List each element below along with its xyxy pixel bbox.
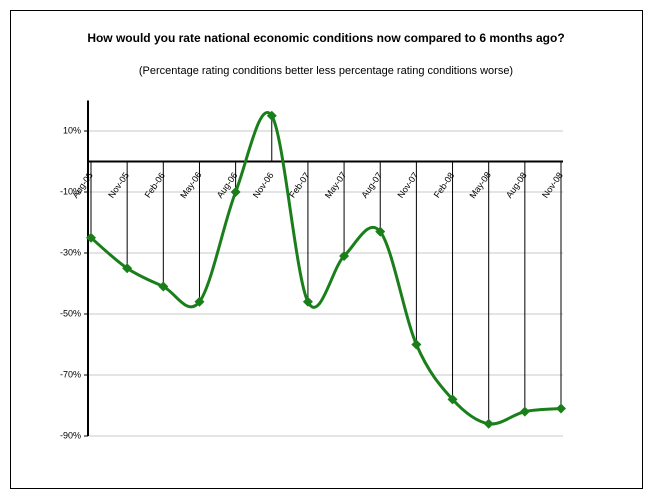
chart-subtitle: (Percentage rating conditions better les… [138, 65, 514, 77]
marker [411, 339, 422, 350]
y-tick-label: -70% [60, 369, 81, 379]
marker [447, 394, 458, 405]
frame [10, 10, 643, 489]
marker [86, 232, 96, 243]
marker [266, 110, 277, 121]
marker [302, 296, 313, 307]
marker [230, 187, 241, 197]
marker [375, 226, 386, 237]
marker [483, 418, 494, 429]
marker [519, 406, 530, 417]
marker [122, 263, 133, 274]
marker [556, 403, 566, 414]
chart-title: How would you rate national economic con… [87, 31, 565, 45]
series-line [90, 111, 562, 426]
y-tick-label: -50% [60, 308, 81, 318]
marker [339, 251, 350, 262]
x-tick-label: Nov-06 [251, 170, 276, 200]
marker [158, 281, 169, 292]
y-tick-label: -90% [60, 430, 81, 440]
y-tick-label: -10% [60, 186, 81, 196]
marker [194, 296, 205, 307]
y-tick-label: -30% [60, 247, 81, 257]
y-tick-label: 10% [63, 125, 81, 135]
